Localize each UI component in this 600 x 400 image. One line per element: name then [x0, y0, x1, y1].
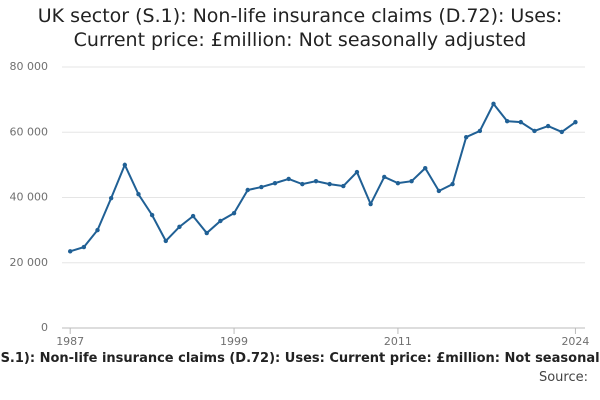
point	[504, 118, 510, 124]
y-tick-label: 20 000	[10, 256, 49, 269]
point	[300, 181, 305, 187]
point	[327, 181, 332, 187]
x-tick-label: 2011	[384, 335, 412, 348]
point	[67, 249, 73, 254]
point	[136, 192, 141, 197]
point	[491, 101, 496, 107]
footer: UK sector (S.1): Non-life insurance clai…	[0, 351, 600, 366]
point	[368, 201, 373, 207]
point	[163, 238, 168, 244]
point	[286, 176, 291, 182]
y-tick-label: 80 000	[10, 60, 49, 73]
point	[532, 128, 537, 134]
point	[341, 183, 346, 189]
point	[354, 169, 360, 175]
point	[436, 188, 442, 194]
point	[122, 162, 128, 168]
y-tick-label: 60 000	[10, 125, 49, 138]
point	[95, 227, 100, 233]
point	[231, 210, 237, 216]
point	[559, 129, 564, 135]
y-tick-label: 40 000	[10, 191, 49, 204]
point	[423, 165, 428, 171]
point	[518, 119, 524, 125]
point	[409, 178, 414, 184]
point	[149, 212, 155, 218]
point	[382, 174, 387, 180]
footer-text: UK sector (S.1): Non-life insurance clai…	[0, 351, 600, 366]
point	[190, 213, 196, 219]
point	[259, 184, 264, 190]
source: Source:	[538, 370, 588, 385]
point	[477, 128, 483, 134]
point	[245, 187, 250, 193]
point	[218, 218, 223, 224]
point	[545, 123, 551, 129]
x-tick-label: 1999	[220, 335, 248, 348]
y-tick-label: 0	[41, 321, 48, 334]
point	[463, 134, 469, 140]
x-tick-label: 2024	[561, 335, 589, 348]
point	[573, 119, 578, 125]
point	[81, 244, 87, 250]
point	[204, 230, 209, 236]
point	[108, 195, 114, 201]
point	[450, 181, 455, 187]
point	[272, 180, 278, 186]
point	[313, 178, 319, 184]
chart-title: UK sector (S.1): Non-life insurance clai…	[37, 5, 563, 51]
x-tick-label: 1987	[56, 335, 84, 348]
point	[395, 180, 401, 186]
line	[69, 102, 577, 253]
point	[177, 224, 182, 230]
